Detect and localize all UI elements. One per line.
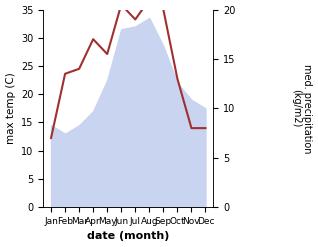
Y-axis label: max temp (C): max temp (C)	[5, 72, 16, 144]
X-axis label: date (month): date (month)	[87, 231, 169, 242]
Y-axis label: med. precipitation
(kg/m2): med. precipitation (kg/m2)	[291, 64, 313, 153]
